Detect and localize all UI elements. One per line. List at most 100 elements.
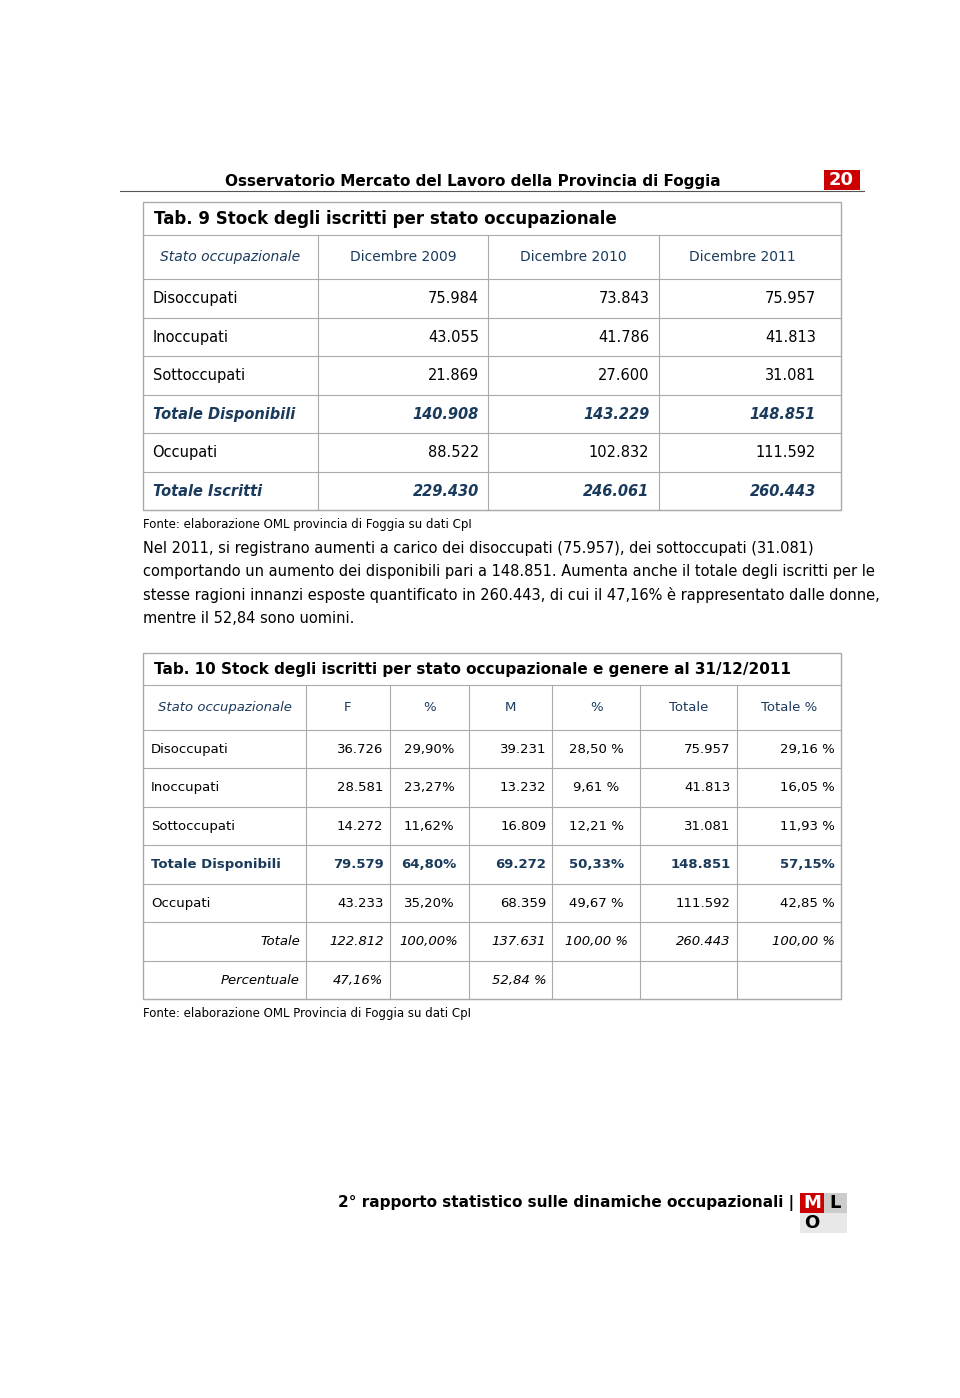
Text: 39.231: 39.231: [500, 742, 546, 755]
Text: 260.443: 260.443: [676, 935, 731, 948]
Text: Fonte: elaborazione OML provincia di Foggia su dati CpI: Fonte: elaborazione OML provincia di Fog…: [143, 519, 472, 531]
Text: Totale Disponibili: Totale Disponibili: [153, 407, 295, 422]
Text: 148.851: 148.851: [670, 858, 731, 871]
Text: 100,00 %: 100,00 %: [772, 935, 834, 948]
Text: 111.592: 111.592: [676, 896, 731, 910]
Text: Occupati: Occupati: [151, 896, 210, 910]
Text: 43.055: 43.055: [428, 330, 479, 345]
Text: 31.081: 31.081: [684, 819, 731, 833]
Text: 69.272: 69.272: [495, 858, 546, 871]
Text: 148.851: 148.851: [750, 407, 816, 422]
Text: Dicembre 2010: Dicembre 2010: [520, 250, 627, 264]
Text: 41.813: 41.813: [684, 781, 731, 794]
Text: mentre il 52,84 sono uomini.: mentre il 52,84 sono uomini.: [143, 611, 354, 625]
Text: 11,93 %: 11,93 %: [780, 819, 834, 833]
Text: 50,33%: 50,33%: [568, 858, 624, 871]
Text: 14.272: 14.272: [337, 819, 383, 833]
Text: 73.843: 73.843: [598, 291, 649, 306]
Text: 11,62%: 11,62%: [404, 819, 454, 833]
Text: Fonte: elaborazione OML Provincia di Foggia su dati CpI: Fonte: elaborazione OML Provincia di Fog…: [143, 1007, 471, 1021]
Text: 29,90%: 29,90%: [404, 742, 454, 755]
Text: 23,27%: 23,27%: [404, 781, 455, 794]
Text: O: O: [804, 1213, 820, 1232]
Text: 229.430: 229.430: [413, 484, 479, 499]
Text: L: L: [829, 1194, 841, 1212]
Text: 75.957: 75.957: [684, 742, 731, 755]
Text: 28,50 %: 28,50 %: [569, 742, 624, 755]
Text: 41.813: 41.813: [765, 330, 816, 345]
Text: 31.081: 31.081: [765, 368, 816, 383]
Text: Sottoccupati: Sottoccupati: [153, 368, 245, 383]
Text: 27.600: 27.600: [598, 368, 649, 383]
Text: 111.592: 111.592: [756, 445, 816, 460]
Text: 100,00%: 100,00%: [400, 935, 459, 948]
Text: 16.809: 16.809: [500, 819, 546, 833]
Text: Occupati: Occupati: [153, 445, 218, 460]
Text: 140.908: 140.908: [413, 407, 479, 422]
Text: 12,21 %: 12,21 %: [568, 819, 624, 833]
Text: 16,05 %: 16,05 %: [780, 781, 834, 794]
Text: Percentuale: Percentuale: [221, 973, 300, 987]
Text: 2° rapporto statistico sulle dinamiche occupazionali |: 2° rapporto statistico sulle dinamiche o…: [338, 1195, 794, 1212]
Text: 20: 20: [829, 171, 854, 189]
Text: 35,20%: 35,20%: [404, 896, 454, 910]
FancyBboxPatch shape: [801, 1212, 847, 1233]
Text: comportando un aumento dei disponibili pari a 148.851. Aumenta anche il totale d: comportando un aumento dei disponibili p…: [143, 565, 876, 579]
Text: 49,67 %: 49,67 %: [569, 896, 624, 910]
Text: Tab. 9 Stock degli iscritti per stato occupazionale: Tab. 9 Stock degli iscritti per stato oc…: [155, 210, 617, 228]
Text: 88.522: 88.522: [427, 445, 479, 460]
Text: 75.957: 75.957: [765, 291, 816, 306]
Text: 102.832: 102.832: [588, 445, 649, 460]
Text: M: M: [505, 700, 516, 714]
Text: 122.812: 122.812: [329, 935, 383, 948]
Text: M: M: [804, 1194, 821, 1212]
Text: 21.869: 21.869: [428, 368, 479, 383]
Text: Stato occupazionale: Stato occupazionale: [160, 250, 300, 264]
Text: Totale: Totale: [669, 700, 708, 714]
Text: Disoccupati: Disoccupati: [151, 742, 228, 755]
Text: %: %: [423, 700, 436, 714]
Text: Osservatorio Mercato del Lavoro della Provincia di Foggia: Osservatorio Mercato del Lavoro della Pr…: [225, 175, 720, 189]
Text: Dicembre 2011: Dicembre 2011: [688, 250, 795, 264]
Text: 260.443: 260.443: [750, 484, 816, 499]
Text: Totale Iscritti: Totale Iscritti: [153, 484, 262, 499]
Text: Stato occupazionale: Stato occupazionale: [157, 700, 292, 714]
FancyBboxPatch shape: [824, 171, 860, 190]
Text: 42,85 %: 42,85 %: [780, 896, 834, 910]
Text: 79.579: 79.579: [333, 858, 383, 871]
Text: 29,16 %: 29,16 %: [780, 742, 834, 755]
Text: 41.786: 41.786: [598, 330, 649, 345]
Text: Totale %: Totale %: [760, 700, 817, 714]
Text: Sottoccupati: Sottoccupati: [151, 819, 235, 833]
Text: Inoccupati: Inoccupati: [151, 781, 220, 794]
Text: 246.061: 246.061: [583, 484, 649, 499]
Text: Totale Disponibili: Totale Disponibili: [151, 858, 281, 871]
FancyBboxPatch shape: [824, 1192, 847, 1212]
Text: 36.726: 36.726: [337, 742, 383, 755]
Text: 9,61 %: 9,61 %: [573, 781, 619, 794]
FancyBboxPatch shape: [143, 203, 841, 510]
Text: F: F: [344, 700, 351, 714]
Text: Disoccupati: Disoccupati: [153, 291, 238, 306]
Text: 137.631: 137.631: [492, 935, 546, 948]
Text: 57,15%: 57,15%: [780, 858, 834, 871]
FancyBboxPatch shape: [801, 1192, 824, 1212]
Text: 47,16%: 47,16%: [333, 973, 383, 987]
Text: stesse ragioni innanzi esposte quantificato in 260.443, di cui il 47,16% è rappr: stesse ragioni innanzi esposte quantific…: [143, 587, 880, 604]
FancyBboxPatch shape: [143, 653, 841, 1000]
Text: 100,00 %: 100,00 %: [564, 935, 628, 948]
Text: Nel 2011, si registrano aumenti a carico dei disoccupati (75.957), dei sottoccup: Nel 2011, si registrano aumenti a carico…: [143, 541, 814, 556]
Text: Dicembre 2009: Dicembre 2009: [349, 250, 456, 264]
Text: Inoccupati: Inoccupati: [153, 330, 228, 345]
Text: Tab. 10 Stock degli iscritti per stato occupazionale e genere al 31/12/2011: Tab. 10 Stock degli iscritti per stato o…: [155, 661, 791, 677]
Text: 68.359: 68.359: [500, 896, 546, 910]
Text: 75.984: 75.984: [428, 291, 479, 306]
Text: 28.581: 28.581: [337, 781, 383, 794]
Text: 43.233: 43.233: [337, 896, 383, 910]
Text: 64,80%: 64,80%: [401, 858, 457, 871]
Text: 13.232: 13.232: [499, 781, 546, 794]
Text: 143.229: 143.229: [583, 407, 649, 422]
Text: Totale: Totale: [260, 935, 300, 948]
Text: 52,84 %: 52,84 %: [492, 973, 546, 987]
Text: %: %: [590, 700, 603, 714]
